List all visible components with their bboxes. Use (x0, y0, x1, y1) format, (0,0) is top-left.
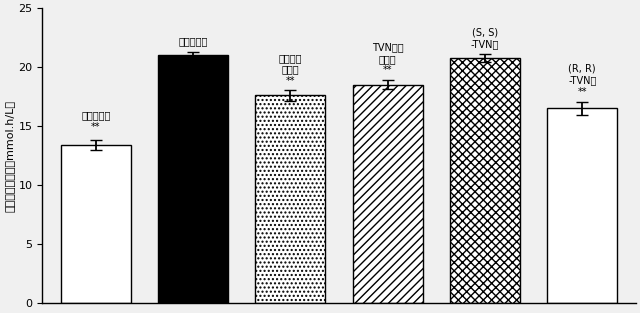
Text: 空白対照組
**: 空白対照組 ** (81, 110, 110, 132)
Bar (547, 108, 618, 303)
Text: TVNラセ
ミ体組
**: TVNラセ ミ体組 ** (372, 42, 403, 75)
Text: アカルボ
ース組
**: アカルボ ース組 ** (278, 53, 302, 86)
Text: (R, R)
-TVN組
**: (R, R) -TVN組 ** (568, 63, 596, 97)
Text: 陰性対照組: 陰性対照組 (179, 36, 208, 46)
Text: (S, S)
-TVN組: (S, S) -TVN組 (471, 28, 499, 49)
Bar (61, 145, 131, 303)
Bar (158, 55, 228, 303)
Bar (353, 85, 422, 303)
Y-axis label: 耕糖能曲線面積（mmol.h/L）: 耕糖能曲線面積（mmol.h/L） (4, 100, 14, 212)
Bar (450, 58, 520, 303)
Bar (255, 95, 325, 303)
